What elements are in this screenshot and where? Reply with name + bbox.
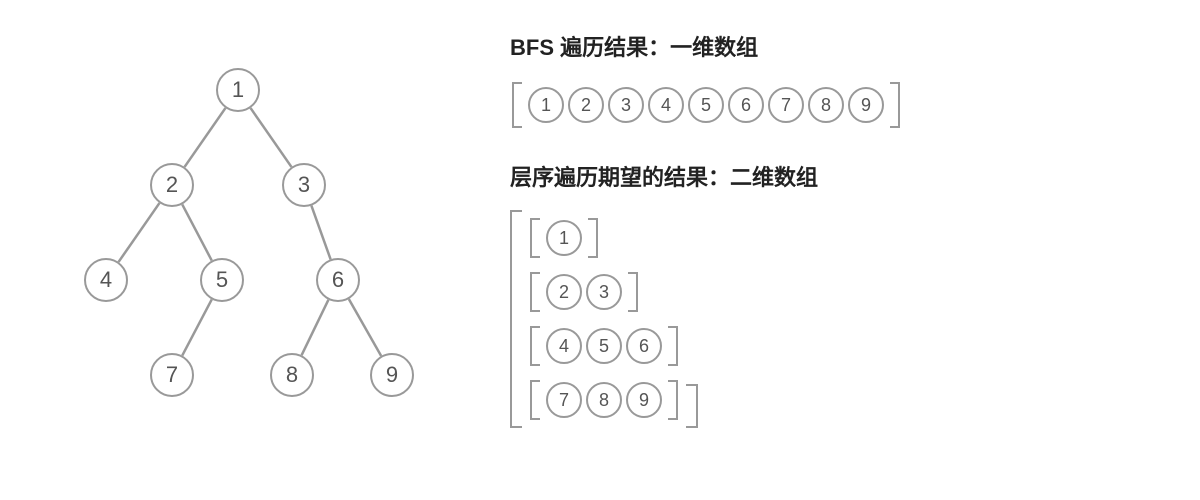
outer-bracket-left-icon <box>510 210 528 428</box>
tree-edge <box>182 299 212 355</box>
array-node: 9 <box>626 382 662 418</box>
array-node: 4 <box>648 87 684 123</box>
tree-panel: 1 2 3 4 5 6 7 8 9 <box>0 0 510 500</box>
tree-edge <box>251 108 292 167</box>
bracket-right-icon <box>666 324 680 368</box>
bracket-right-icon <box>888 80 902 130</box>
bfs-array: 123456789 <box>510 80 1170 130</box>
outer-bracket-right-icon <box>680 384 698 428</box>
array-node: 2 <box>568 87 604 123</box>
array-node: 8 <box>808 87 844 123</box>
level-values: 456 <box>542 324 666 368</box>
level-row: 456 <box>528 324 680 368</box>
tree-node: 1 <box>216 68 260 112</box>
array-node: 3 <box>586 274 622 310</box>
tree-node: 3 <box>282 163 326 207</box>
bfs-values: 123456789 <box>524 83 888 127</box>
level-order-heading: 层序遍历期望的结果：二维数组 <box>510 160 1170 192</box>
array-node: 5 <box>586 328 622 364</box>
tree-edge <box>349 299 381 356</box>
tree-node: 4 <box>84 258 128 302</box>
array-node: 1 <box>528 87 564 123</box>
bracket-right-icon <box>666 378 680 422</box>
bracket-left-icon <box>528 324 542 368</box>
array-node: 2 <box>546 274 582 310</box>
results-panel: BFS 遍历结果：一维数组 123456789 层序遍历期望的结果：二维数组 1… <box>510 0 1200 500</box>
tree-node: 5 <box>200 258 244 302</box>
level-values: 789 <box>542 378 666 422</box>
bfs-heading: BFS 遍历结果：一维数组 <box>510 30 1170 62</box>
tree-node: 9 <box>370 353 414 397</box>
tree-edges-svg <box>0 0 510 500</box>
array-node: 6 <box>626 328 662 364</box>
tree-edge <box>119 203 160 262</box>
bracket-left-icon <box>528 270 542 314</box>
level-order-rows: 123456789 <box>528 210 680 428</box>
array-node: 7 <box>768 87 804 123</box>
tree-edge <box>302 300 329 355</box>
tree-edge <box>185 108 226 167</box>
diagram-container: 123456789 BFS 遍历结果：一维数组 123456789 层序遍历期望… <box>0 0 1200 500</box>
array-node: 9 <box>848 87 884 123</box>
array-node: 4 <box>546 328 582 364</box>
bracket-left-icon <box>528 216 542 260</box>
array-node: 1 <box>546 220 582 256</box>
array-node: 7 <box>546 382 582 418</box>
bracket-left-icon <box>528 378 542 422</box>
level-row: 1 <box>528 216 680 260</box>
tree-node: 6 <box>316 258 360 302</box>
array-node: 6 <box>728 87 764 123</box>
tree-node: 7 <box>150 353 194 397</box>
bracket-right-icon <box>626 270 640 314</box>
level-row: 23 <box>528 270 680 314</box>
bracket-left-icon <box>510 80 524 130</box>
array-node: 3 <box>608 87 644 123</box>
tree-node: 2 <box>150 163 194 207</box>
bracket-right-icon <box>586 216 600 260</box>
tree-edge <box>182 204 212 260</box>
level-values: 1 <box>542 216 586 260</box>
level-row: 789 <box>528 378 680 422</box>
array-node: 5 <box>688 87 724 123</box>
tree-edge <box>311 206 330 260</box>
level-values: 23 <box>542 270 626 314</box>
array-node: 8 <box>586 382 622 418</box>
tree-node: 8 <box>270 353 314 397</box>
level-order-array: 123456789 <box>510 210 1170 428</box>
